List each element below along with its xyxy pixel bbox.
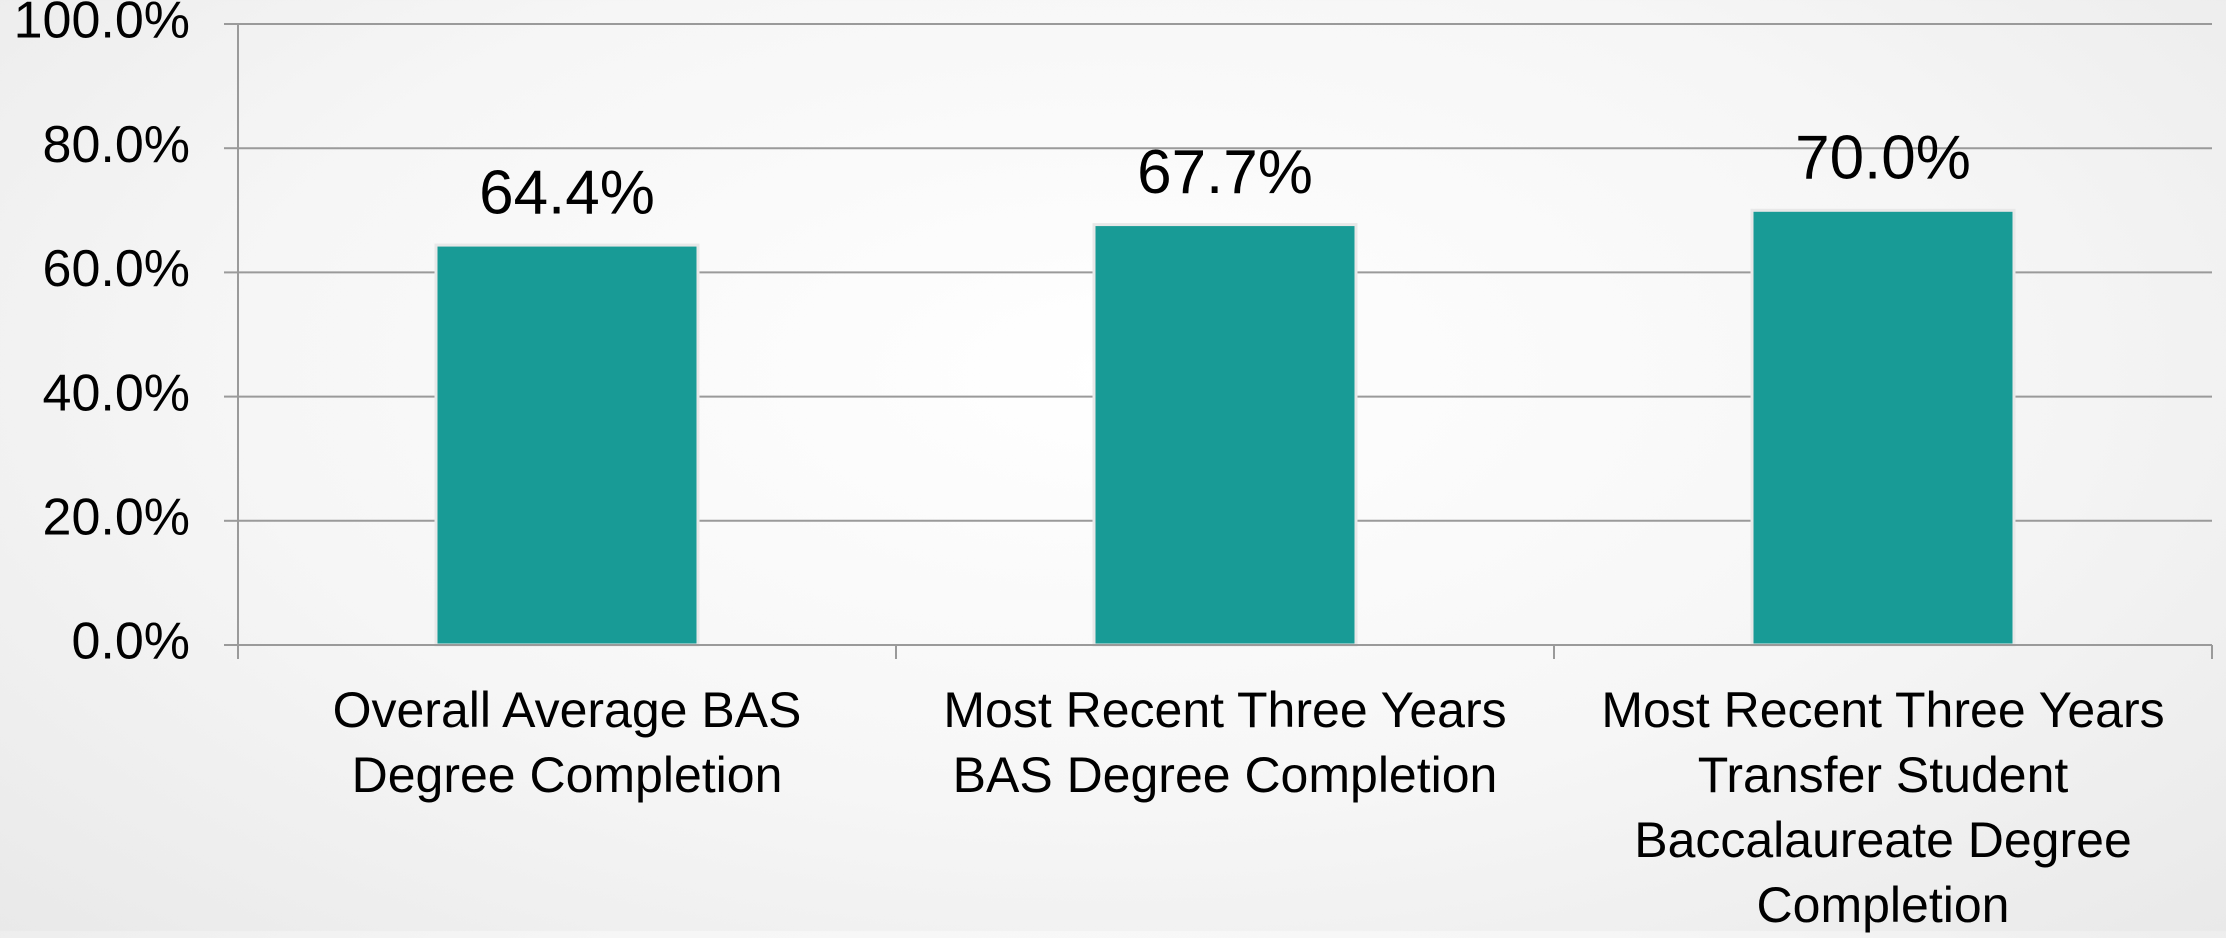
value-label: 64.4% bbox=[479, 158, 655, 227]
y-tick-label: 0.0% bbox=[71, 613, 190, 671]
x-tick-label: Most Recent Three Years Transfer Student… bbox=[1601, 682, 2165, 933]
y-tick-label: 60.0% bbox=[43, 240, 190, 298]
bar bbox=[434, 243, 700, 647]
y-tick-label: 100.0% bbox=[14, 0, 190, 50]
bar bbox=[1750, 208, 2016, 647]
y-tick-label: 40.0% bbox=[43, 364, 190, 422]
y-tick-label: 80.0% bbox=[43, 116, 190, 174]
value-label: 67.7% bbox=[1137, 138, 1313, 207]
value-label: 70.0% bbox=[1795, 124, 1971, 193]
bar bbox=[1092, 223, 1358, 647]
x-tick-label: Most Recent Three Years BAS Degree Compl… bbox=[943, 682, 1507, 803]
x-tick-label: Overall Average BAS Degree Completion bbox=[332, 682, 802, 803]
y-tick-label: 20.0% bbox=[43, 489, 190, 547]
